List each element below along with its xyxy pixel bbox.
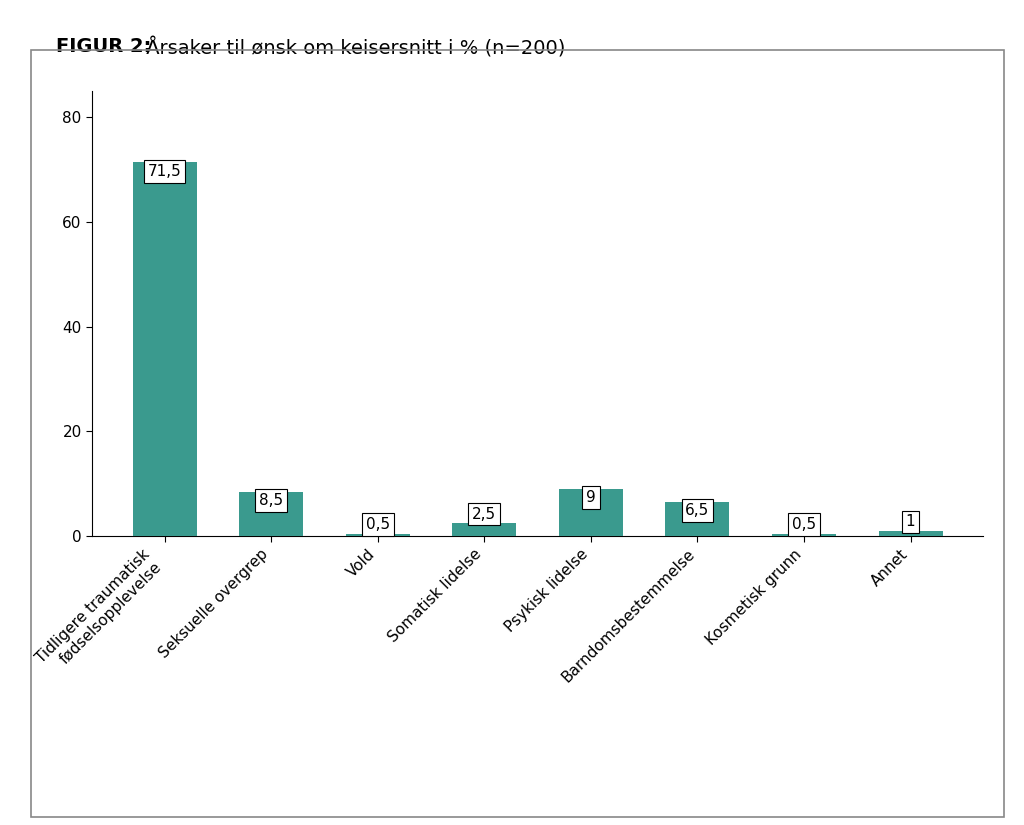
Text: 0,5: 0,5 (792, 517, 816, 532)
Bar (772, 534, 836, 536)
Text: Årsaker til ønsk om keisersnitt i % (n=200): Årsaker til ønsk om keisersnitt i % (n=2… (140, 37, 565, 58)
Bar (133, 162, 197, 536)
Text: 9: 9 (586, 490, 596, 505)
Text: 8,5: 8,5 (259, 493, 284, 507)
Text: 1: 1 (906, 515, 915, 530)
Text: 2,5: 2,5 (472, 507, 497, 521)
Bar (453, 523, 516, 536)
Text: 6,5: 6,5 (685, 503, 710, 518)
Bar (559, 489, 623, 536)
Bar (666, 502, 729, 536)
Bar (346, 534, 410, 536)
Bar (240, 492, 303, 536)
Text: 71,5: 71,5 (147, 164, 181, 179)
Bar (879, 531, 942, 536)
Text: FIGUR 2:: FIGUR 2: (56, 37, 152, 56)
Text: 0,5: 0,5 (366, 517, 390, 532)
